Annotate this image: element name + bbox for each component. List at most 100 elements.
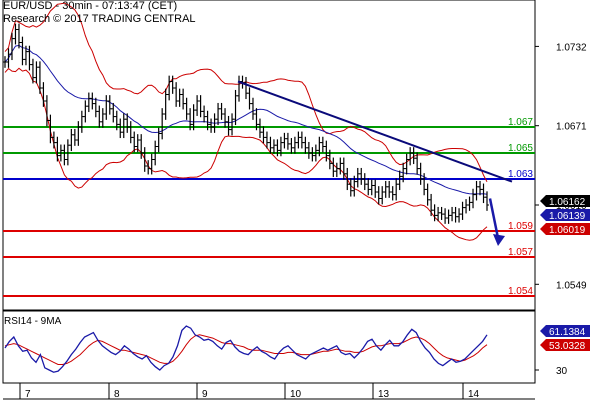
price-bar <box>271 139 276 154</box>
price-bar <box>37 61 42 94</box>
price-bar <box>6 48 11 68</box>
rsi-panel-frame <box>2 310 536 384</box>
price-bar <box>160 108 165 140</box>
last-value-tag-lower_band: 1.06019 <box>540 223 590 236</box>
price-bar <box>142 147 147 172</box>
level-label-1.059: 1.059 <box>508 221 533 232</box>
forecast-arrow-head <box>493 234 505 246</box>
level-label-1.065: 1.065 <box>508 143 533 154</box>
x-tick-label: 13 <box>378 389 390 400</box>
price-bar <box>292 136 297 154</box>
price-bar <box>202 105 207 123</box>
price-bar <box>306 141 311 159</box>
price-bar <box>299 131 304 149</box>
price-bar <box>331 157 336 178</box>
last-value-tag-price: 1.06162 <box>540 195 590 208</box>
price-bar <box>478 180 483 196</box>
x-tick-label: 10 <box>290 389 302 400</box>
price-bar <box>216 102 221 126</box>
price-bar <box>338 157 343 175</box>
level-label-1.063: 1.063 <box>508 169 533 180</box>
price-bar <box>83 100 88 123</box>
price-bar <box>373 179 378 198</box>
price-bar <box>174 82 179 107</box>
price-bar <box>439 206 444 220</box>
chart-title: EUR/USD - 30min - 07:13:47 (CET) <box>3 0 178 12</box>
level-label-1.054: 1.054 <box>508 286 533 297</box>
price-bar <box>244 76 248 100</box>
price-bar <box>76 121 81 146</box>
price-bar <box>390 186 395 201</box>
price-bar <box>355 167 360 188</box>
price-bar <box>376 186 381 205</box>
rsi-ma-line <box>4 334 488 365</box>
price-bar <box>198 95 203 118</box>
main-panel-frame <box>2 0 536 311</box>
price-bar <box>289 138 294 154</box>
price-bar <box>425 183 430 206</box>
forecast-arrow-shaft <box>488 198 500 239</box>
price-bar <box>237 75 242 102</box>
price-bar <box>3 56 7 68</box>
y-tick-label: 1.0549 <box>556 280 587 291</box>
price-bar <box>453 206 458 223</box>
price-bar <box>418 162 423 185</box>
price-bar <box>97 105 102 128</box>
price-bar <box>359 167 364 185</box>
chart-credit: Research © 2017 TRADING CENTRAL <box>3 13 196 25</box>
x-tick-label: 14 <box>468 389 480 400</box>
price-bar <box>121 113 126 139</box>
price-bar <box>167 75 172 101</box>
price-bar <box>366 178 371 196</box>
price-bar <box>362 173 367 191</box>
price-bar <box>320 136 325 153</box>
price-bar <box>443 208 448 224</box>
price-bar <box>408 147 413 166</box>
price-bar <box>209 118 214 133</box>
price-bar <box>397 170 402 191</box>
price-bar <box>296 131 301 149</box>
price-bar <box>446 209 451 224</box>
x-tick-label: 9 <box>202 389 208 400</box>
price-bar <box>55 136 60 162</box>
price-bar <box>107 95 112 115</box>
price-bar <box>474 180 479 201</box>
price-bar <box>41 82 46 107</box>
price-bar <box>163 88 168 120</box>
price-bar <box>62 144 67 166</box>
price-bar <box>128 121 133 144</box>
price-bar <box>460 201 465 220</box>
price-bar <box>429 193 434 217</box>
price-bar <box>485 191 489 211</box>
price-bar <box>72 128 77 146</box>
price-bar <box>387 180 392 198</box>
price-bar <box>257 118 262 139</box>
price-bar <box>100 108 105 128</box>
price-bar <box>30 58 35 84</box>
price-bar <box>230 113 235 136</box>
price-bar <box>457 208 462 223</box>
price-bar <box>467 196 472 211</box>
last-value-tag-bg <box>540 223 590 235</box>
price-bar <box>219 102 224 120</box>
price-bar <box>69 128 74 152</box>
rsi-value-tag-text: 61.1384 <box>549 327 586 338</box>
price-bar <box>380 186 385 205</box>
price-bar <box>369 179 374 196</box>
y-tick-label: 1.0732 <box>556 42 587 53</box>
price-bar <box>93 97 98 118</box>
price-bar <box>184 97 189 120</box>
price-bar <box>181 88 186 110</box>
y-tick-label: 1.0671 <box>556 122 587 133</box>
downtrend-line <box>237 80 513 183</box>
rsi-title: RSI14 - 9MA <box>4 316 62 327</box>
price-bar <box>195 95 200 116</box>
price-bar <box>250 97 255 120</box>
level-label-1.057: 1.057 <box>508 247 533 258</box>
x-tick-label: 7 <box>25 389 31 400</box>
last-value-tag-text: 1.06139 <box>549 211 586 222</box>
price-bar <box>450 206 455 222</box>
price-bar <box>310 147 315 162</box>
